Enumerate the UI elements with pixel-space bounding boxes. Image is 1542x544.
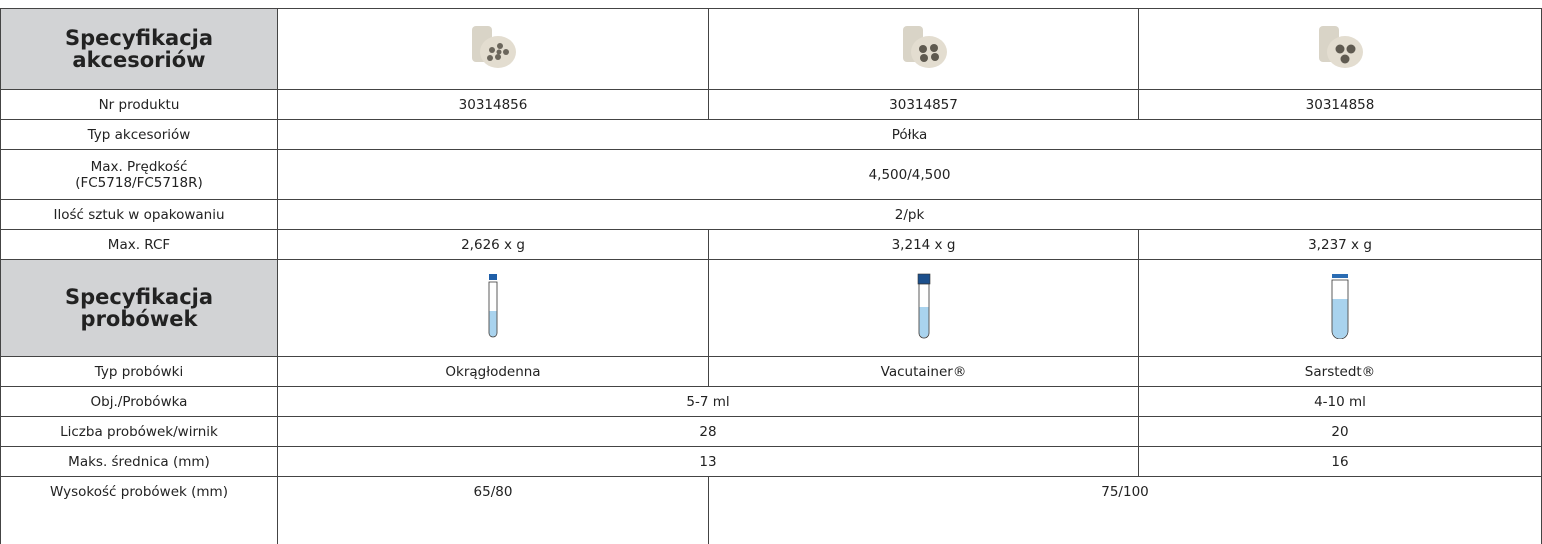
row-label: Liczba probówek/wirnik <box>1 417 278 447</box>
cell: 28 <box>278 417 1139 447</box>
cell: 30314858 <box>1139 90 1542 120</box>
row-label: Maks. średnica (mm) <box>1 447 278 477</box>
cell: 2/pk <box>278 200 1542 230</box>
row-label-text: Max. Prędkość (FC5718/FC5718R) <box>49 159 229 191</box>
cell: Sarstedt® <box>1139 357 1542 387</box>
row-label: Typ akcesoriów <box>1 120 278 150</box>
cell: 75/100 <box>709 477 1542 544</box>
section-header: Specyfikacja probówek <box>1 260 278 357</box>
accessory-icon <box>1305 22 1375 72</box>
accessory-icon <box>458 22 528 72</box>
row-label: Obj./Probówka <box>1 387 278 417</box>
cell: 3,214 x g <box>709 230 1139 260</box>
tube-image <box>709 260 1139 357</box>
row-label: Typ probówki <box>1 357 278 387</box>
row-label: Max. Prędkość (FC5718/FC5718R) <box>1 150 278 200</box>
cell: 30314856 <box>278 90 709 120</box>
product-image <box>278 9 709 90</box>
section-row: Specyfikacja akcesoriów <box>1 9 1542 90</box>
section-title: Specyfikacja akcesoriów <box>54 27 224 71</box>
cell: Okrągłodenna <box>278 357 709 387</box>
product-image <box>1139 9 1542 90</box>
cell: 4,500/4,500 <box>278 150 1542 200</box>
row-label: Max. RCF <box>1 230 278 260</box>
cell: 30314857 <box>709 90 1139 120</box>
table-row: Max. Prędkość (FC5718/FC5718R) 4,500/4,50… <box>1 150 1542 200</box>
row-label: Wysokość probówek (mm) <box>1 477 278 544</box>
accessory-icon <box>889 22 959 72</box>
section-title: Specyfikacja probówek <box>54 286 224 330</box>
cell: 13 <box>278 447 1139 477</box>
cell: 2,626 x g <box>278 230 709 260</box>
tube-icon <box>916 273 932 339</box>
section-header: Specyfikacja akcesoriów <box>1 9 278 90</box>
section-row: Specyfikacja probówek <box>1 260 1542 357</box>
cell: 16 <box>1139 447 1542 477</box>
cell: 3,237 x g <box>1139 230 1542 260</box>
tube-icon <box>486 273 500 339</box>
row-label: Nr produktu <box>1 90 278 120</box>
cell: 5-7 ml <box>278 387 1139 417</box>
cell: Vacutainer® <box>709 357 1139 387</box>
tube-image <box>1139 260 1542 357</box>
tube-icon <box>1330 273 1350 339</box>
tube-image <box>278 260 709 357</box>
cell: 20 <box>1139 417 1542 447</box>
cell: 65/80 <box>278 477 709 544</box>
product-image <box>709 9 1139 90</box>
cell: Półka <box>278 120 1542 150</box>
row-label: Ilość sztuk w opakowaniu <box>1 200 278 230</box>
cell: 4-10 ml <box>1139 387 1542 417</box>
